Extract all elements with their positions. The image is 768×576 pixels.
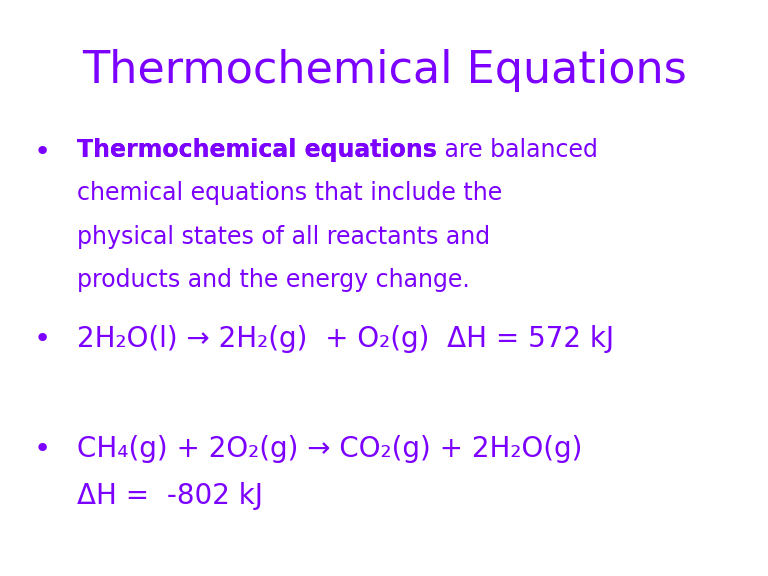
- Text: Thermochemical Equations: Thermochemical Equations: [81, 49, 687, 92]
- Text: CH₄(g) + 2O₂(g) → CO₂(g) + 2H₂O(g): CH₄(g) + 2O₂(g) → CO₂(g) + 2H₂O(g): [77, 435, 582, 463]
- Text: •: •: [34, 435, 51, 463]
- Text: products and the energy change.: products and the energy change.: [77, 268, 469, 292]
- Text: •: •: [34, 138, 51, 166]
- Text: chemical equations that include the: chemical equations that include the: [77, 181, 502, 206]
- Text: are balanced: are balanced: [437, 138, 598, 162]
- Text: physical states of all reactants and: physical states of all reactants and: [77, 225, 490, 249]
- Text: 2H₂O(l) → 2H₂(g)  + O₂(g)  ΔH = 572 kJ: 2H₂O(l) → 2H₂(g) + O₂(g) ΔH = 572 kJ: [77, 325, 614, 354]
- Text: •: •: [34, 325, 51, 354]
- Text: Thermochemical equations: Thermochemical equations: [77, 138, 437, 162]
- Text: Thermochemical equations: Thermochemical equations: [77, 138, 437, 162]
- Text: ΔH =  -802 kJ: ΔH = -802 kJ: [77, 483, 263, 510]
